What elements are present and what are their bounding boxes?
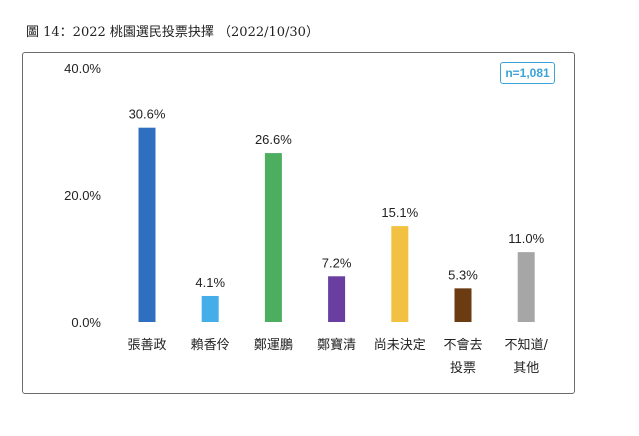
category-label: 尚未決定 bbox=[374, 338, 426, 353]
bar bbox=[201, 295, 219, 322]
category-label: 其他 bbox=[513, 361, 539, 376]
bar bbox=[264, 153, 282, 322]
category-label: 賴香伶 bbox=[191, 338, 230, 353]
bar bbox=[454, 288, 472, 322]
y-tick-label: 20.0% bbox=[64, 188, 101, 203]
data-label: 30.6% bbox=[129, 107, 166, 122]
chart-frame bbox=[22, 52, 575, 394]
category-label: 不會去 bbox=[443, 338, 482, 353]
category-label: 投票 bbox=[450, 360, 476, 376]
data-label: 5.3% bbox=[448, 267, 478, 282]
sample-size-badge: n=1,081 bbox=[500, 62, 555, 84]
data-label: 11.0% bbox=[508, 231, 544, 246]
page-title: 圖 14：2022 桃園選民投票抉擇 （2022/10/30） bbox=[26, 25, 319, 40]
category-label: 張善政 bbox=[127, 337, 166, 353]
data-label: 26.6% bbox=[255, 132, 292, 147]
bar bbox=[138, 127, 156, 322]
category-label: 鄭運鵬 bbox=[254, 338, 293, 353]
y-tick-label: 0.0% bbox=[71, 315, 101, 330]
bar bbox=[517, 252, 535, 322]
category-label: 鄭寶清 bbox=[317, 337, 356, 353]
bar bbox=[328, 276, 346, 322]
data-label: 15.1% bbox=[381, 205, 418, 220]
data-label: 7.2% bbox=[322, 255, 352, 270]
bar bbox=[391, 226, 409, 322]
y-tick-label: 40.0% bbox=[64, 61, 101, 76]
data-label: 4.1% bbox=[195, 275, 225, 290]
category-label: 不知道/ bbox=[505, 337, 549, 353]
